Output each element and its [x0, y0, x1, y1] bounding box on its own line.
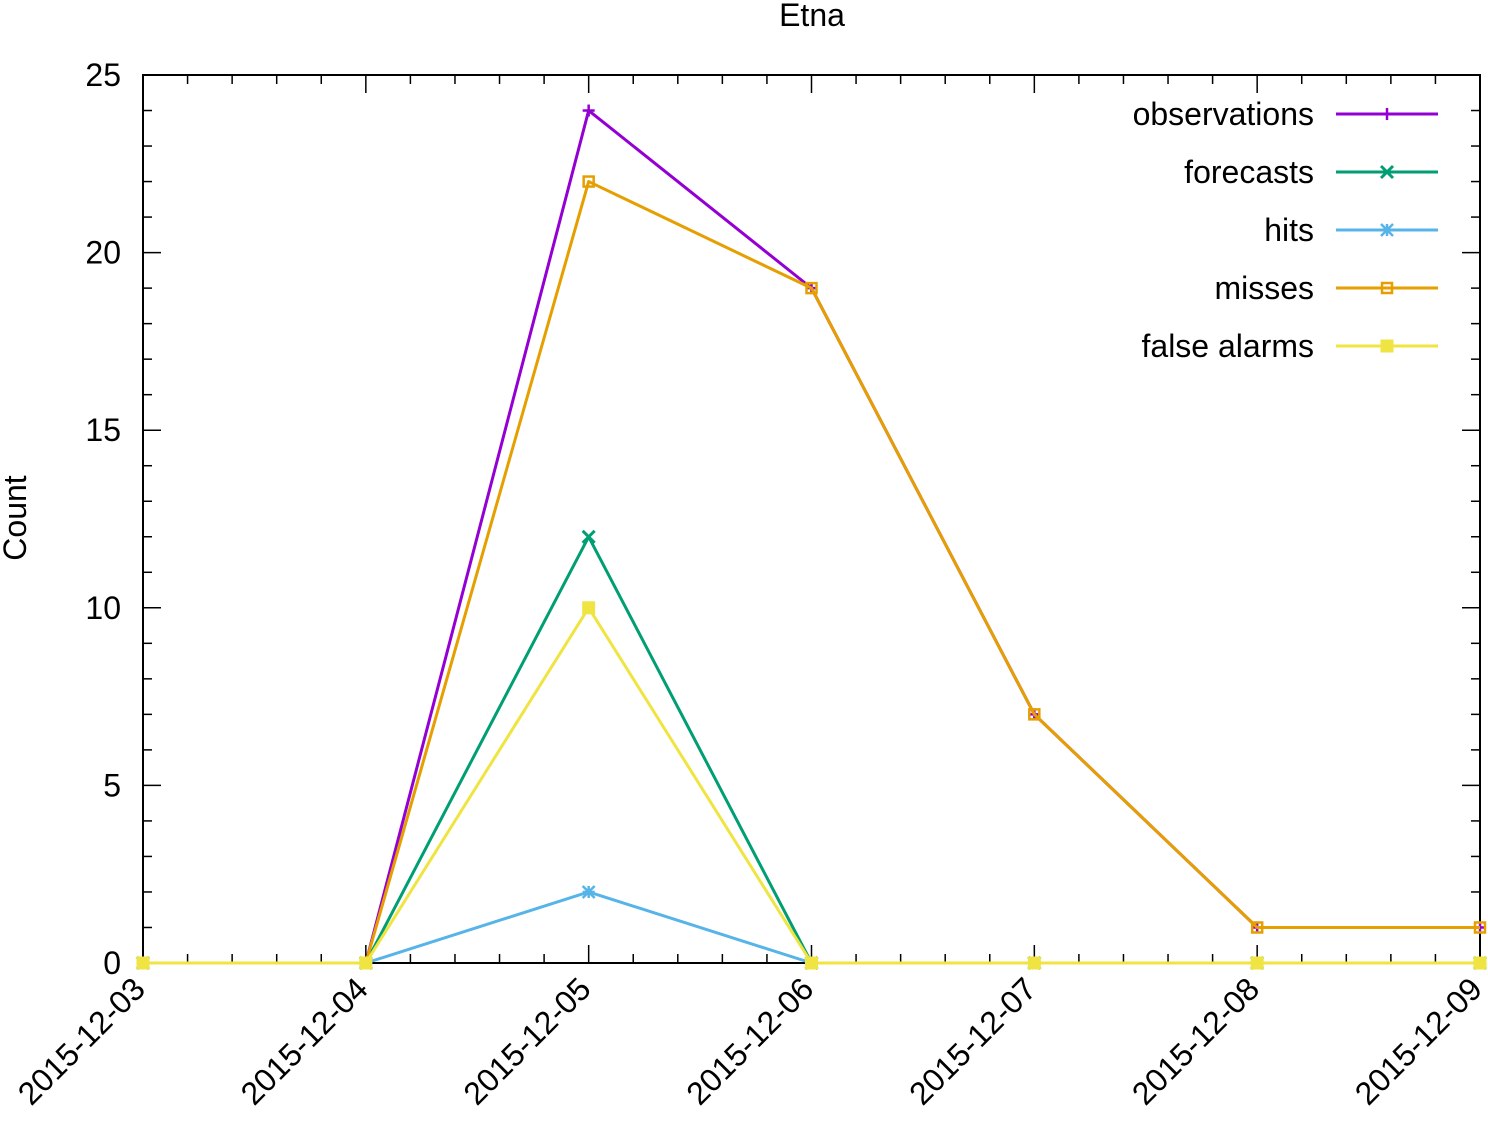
legend-marker-misses — [1380, 281, 1394, 295]
legend-label-false-alarms: false alarms — [1142, 328, 1315, 364]
data-point-observations — [582, 104, 595, 117]
x-tick-label: 2015-12-09 — [1348, 970, 1488, 1111]
y-tick-label: 20 — [85, 235, 121, 271]
data-point-misses — [1028, 708, 1041, 721]
data-point-forecasts — [581, 529, 596, 544]
y-axis-label: Count — [0, 475, 33, 561]
data-point-misses — [805, 281, 818, 295]
x-tick-label: 2015-12-08 — [1125, 970, 1266, 1111]
legend-label-forecasts: forecasts — [1184, 154, 1314, 190]
data-point-false-alarms — [582, 601, 596, 615]
x-tick-label: 2015-12-03 — [11, 970, 152, 1111]
legend-label-misses: misses — [1214, 270, 1314, 306]
data-point-misses — [582, 175, 595, 188]
legend-marker-forecasts — [1379, 164, 1395, 180]
x-tick-label: 2015-12-04 — [234, 970, 375, 1111]
y-tick-label: 0 — [103, 945, 121, 981]
x-tick-label: 2015-12-07 — [902, 970, 1043, 1111]
legend-marker-observations — [1381, 108, 1393, 120]
legend: observations forecasts hits misses false ala… — [1133, 96, 1438, 364]
data-point-false-alarms — [1473, 956, 1487, 970]
y-tick-label: 15 — [85, 412, 121, 448]
series-line-false-alarms — [143, 606, 1480, 965]
legend-label-hits: hits — [1264, 212, 1314, 248]
data-point-false-alarms — [359, 956, 373, 970]
legend-label-observations: observations — [1133, 96, 1314, 132]
data-point-false-alarms — [1027, 956, 1041, 970]
chart-title: Etna — [779, 0, 845, 33]
legend-marker-false-alarms — [1380, 339, 1394, 353]
data-point-false-alarms — [136, 956, 150, 970]
y-tick-label: 5 — [103, 767, 121, 803]
data-point-false-alarms — [1250, 956, 1264, 970]
data-point-false-alarms — [805, 956, 818, 970]
series-line-forecasts — [143, 535, 1480, 965]
legend-marker-hits — [1380, 223, 1394, 237]
x-tick-label: 2015-12-05 — [456, 970, 597, 1111]
data-point-misses — [1250, 921, 1264, 934]
x-tick-label: 2015-12-06 — [679, 970, 820, 1111]
plot-frame — [142, 74, 1481, 964]
y-tick-label: 25 — [85, 57, 121, 93]
data-point-hits — [581, 885, 596, 899]
y-tick-label: 10 — [85, 590, 121, 626]
data-point-misses — [1473, 921, 1487, 934]
